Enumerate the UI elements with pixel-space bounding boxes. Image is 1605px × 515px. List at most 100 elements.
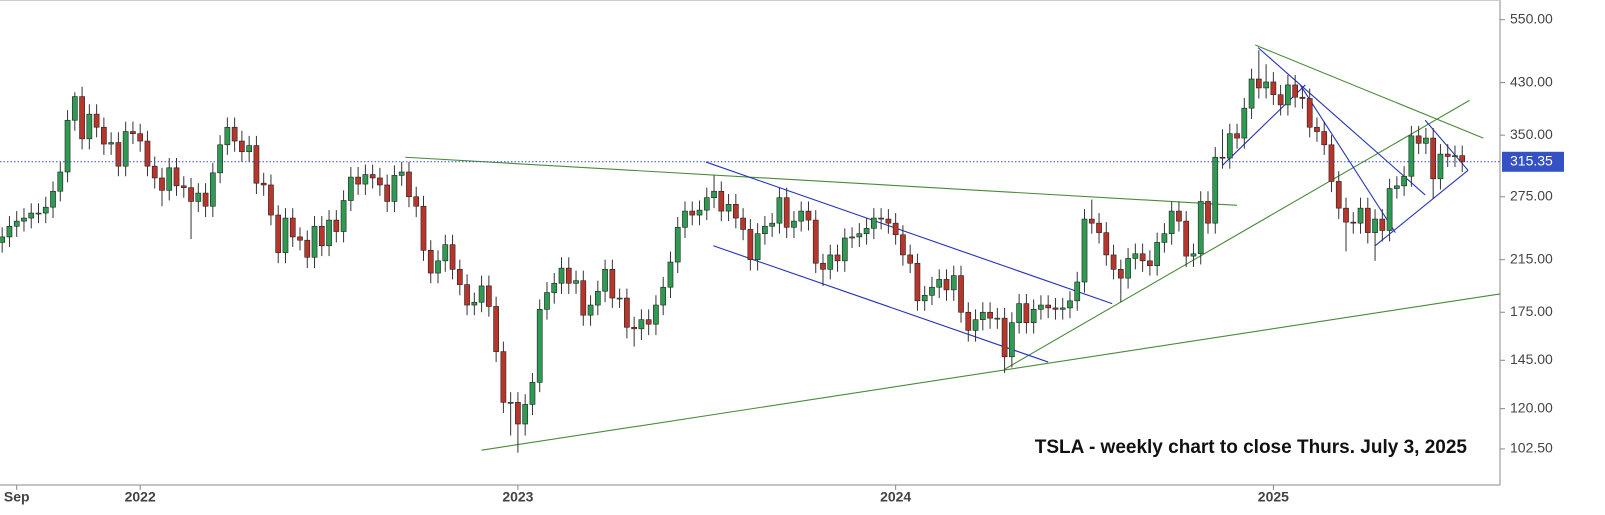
candle-body <box>478 285 485 303</box>
candle-body <box>1444 153 1451 157</box>
candle-body <box>594 290 601 306</box>
candle-body <box>507 402 514 404</box>
candle-body <box>253 145 260 184</box>
candle-body <box>311 225 318 258</box>
candle-body <box>878 217 884 220</box>
candle-body <box>624 297 630 328</box>
x-tick-label: 2025 <box>1258 489 1289 505</box>
candle-body <box>1314 126 1320 132</box>
candle-body <box>747 229 754 260</box>
candle-body <box>159 177 165 191</box>
candle-body <box>318 225 325 247</box>
candle-body <box>565 267 572 284</box>
candle-body <box>122 131 129 167</box>
candle-body <box>202 192 209 207</box>
candle-body <box>493 306 499 352</box>
candle-body <box>180 185 187 188</box>
candle-body <box>1030 309 1037 323</box>
candle-body <box>268 184 274 216</box>
candle-body <box>979 311 986 320</box>
candle-body <box>1241 107 1248 139</box>
candle-body <box>914 262 921 302</box>
trendline <box>713 245 1049 363</box>
candle-body <box>1052 307 1059 310</box>
y-tick-label: 430.00 <box>1510 73 1553 89</box>
trendline <box>705 161 1113 305</box>
candle-body <box>522 404 529 425</box>
candle-body <box>798 210 805 222</box>
candle-body <box>1364 207 1371 233</box>
last-price-label: 315.35 <box>1510 152 1553 168</box>
candle-body <box>1059 307 1066 310</box>
y-tick-label: 145.00 <box>1510 351 1553 367</box>
candle-body <box>573 280 579 284</box>
candle-body <box>1328 144 1335 182</box>
candle-body <box>442 244 449 262</box>
trendline <box>1004 99 1470 370</box>
candle-body <box>1205 201 1211 224</box>
candle-body <box>1437 153 1444 180</box>
candle-body <box>1248 78 1255 109</box>
candle-body <box>1401 175 1407 187</box>
candle-body <box>1408 135 1415 177</box>
candle-body <box>486 285 492 307</box>
last-price-box <box>1502 151 1564 172</box>
candle-body <box>696 209 703 216</box>
candle-body <box>217 144 223 174</box>
candle-body <box>231 126 238 142</box>
candle-body <box>108 142 114 145</box>
candle-body <box>304 239 311 258</box>
candle-body <box>1161 233 1168 243</box>
candle-body <box>863 228 870 234</box>
candle-body <box>71 96 78 121</box>
candle-body <box>64 119 71 173</box>
candle-body <box>965 311 972 331</box>
candle-body <box>195 192 202 202</box>
candle-body <box>616 297 623 300</box>
candle-body <box>188 187 194 202</box>
x-tick-label: 2024 <box>880 489 911 505</box>
x-tick-label: 2022 <box>125 489 156 505</box>
candle-body <box>1430 137 1437 180</box>
candle-body <box>1009 322 1015 358</box>
candle-body <box>856 233 863 238</box>
candle-body <box>762 225 768 234</box>
candle-body <box>812 219 819 264</box>
candle-body <box>79 96 85 140</box>
candle-body <box>1386 188 1393 231</box>
candle-body <box>101 126 107 145</box>
candle-body <box>907 254 914 264</box>
candle-body <box>471 301 478 306</box>
candle-body <box>1096 222 1102 233</box>
y-tick-label: 102.50 <box>1510 440 1553 456</box>
candle-body <box>718 190 725 212</box>
candle-body <box>1103 232 1110 256</box>
candle-body <box>544 292 550 310</box>
candle-body <box>1379 218 1386 231</box>
candle-body <box>391 175 398 202</box>
candle-body <box>239 140 245 153</box>
candle-body <box>936 279 943 288</box>
candle-body <box>427 250 434 274</box>
candle-body <box>144 140 151 167</box>
candle-body <box>57 171 64 192</box>
candle-body <box>1292 84 1298 98</box>
x-tick-label: Sep <box>4 489 30 505</box>
candle-body <box>645 319 652 325</box>
candle-body <box>1038 304 1044 310</box>
candle-body <box>166 167 173 191</box>
candle-body <box>464 284 470 306</box>
candle-body <box>515 402 521 425</box>
candle-body <box>536 309 543 383</box>
annotation: TSLA - weekly chart to close Thurs. July… <box>1035 437 1468 458</box>
candle-body <box>1415 135 1422 144</box>
candle-body <box>805 210 812 221</box>
candle-body <box>674 227 681 263</box>
candle-body <box>369 174 376 179</box>
candle-body <box>137 133 144 142</box>
candle-body <box>631 326 637 330</box>
candle-body <box>769 222 775 227</box>
candle-body <box>28 212 35 219</box>
candle-body <box>1023 303 1030 323</box>
